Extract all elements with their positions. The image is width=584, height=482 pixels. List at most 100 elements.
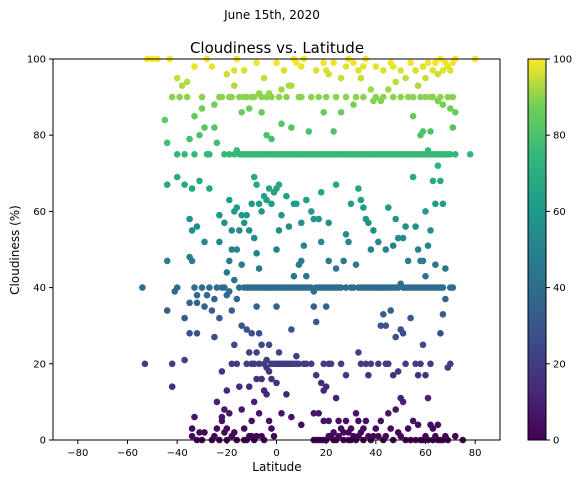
data-point <box>278 121 285 128</box>
figure-suptitle: June 15th, 2020 <box>223 8 320 22</box>
data-point <box>397 67 404 74</box>
data-point <box>380 67 387 74</box>
data-point <box>353 94 360 101</box>
data-point <box>291 273 298 280</box>
data-point <box>325 258 332 265</box>
data-point <box>176 94 183 101</box>
data-point <box>311 303 318 310</box>
data-point <box>365 372 372 379</box>
data-point <box>206 151 213 158</box>
data-point <box>340 258 347 265</box>
data-point <box>258 376 265 383</box>
y-axis-ticks: 020406080100 <box>27 55 53 447</box>
data-point <box>390 63 397 70</box>
data-point <box>313 372 320 379</box>
data-point <box>248 330 255 337</box>
data-point <box>442 296 449 303</box>
data-point <box>395 368 402 375</box>
data-point <box>229 94 236 101</box>
data-point <box>338 361 345 368</box>
data-point <box>241 67 248 74</box>
data-point <box>335 418 342 425</box>
data-point <box>246 383 253 390</box>
data-point <box>412 223 419 230</box>
data-point <box>276 94 283 101</box>
data-point <box>288 124 295 131</box>
data-point <box>437 178 444 185</box>
data-point <box>266 368 273 375</box>
points-layer <box>139 56 478 444</box>
data-point <box>365 220 372 227</box>
data-point <box>256 330 263 337</box>
data-point <box>343 418 350 425</box>
data-point <box>315 216 322 223</box>
data-point <box>191 284 198 291</box>
data-point <box>315 410 322 417</box>
data-point <box>194 300 201 307</box>
data-point <box>253 60 260 67</box>
data-point <box>298 94 305 101</box>
data-point <box>268 201 275 208</box>
x-tick-label: 40 <box>369 448 382 459</box>
data-point <box>288 414 295 421</box>
data-point <box>392 406 399 413</box>
data-point <box>214 140 221 147</box>
data-point <box>301 242 308 249</box>
data-point <box>293 201 300 208</box>
data-point <box>191 113 198 120</box>
data-point <box>415 372 422 379</box>
data-point <box>355 349 362 356</box>
data-point <box>278 86 285 93</box>
data-point <box>189 185 196 192</box>
data-point <box>206 284 213 291</box>
data-point <box>330 60 337 67</box>
data-point <box>283 391 290 398</box>
data-point <box>350 101 357 108</box>
data-point <box>415 82 422 89</box>
data-point <box>256 410 263 417</box>
data-point <box>343 63 350 70</box>
data-point <box>281 67 288 74</box>
data-point <box>216 212 223 219</box>
data-point <box>234 204 241 211</box>
y-tick-label: 100 <box>27 55 46 66</box>
data-point <box>400 330 407 337</box>
data-point <box>199 105 206 112</box>
data-point <box>184 79 191 86</box>
data-point <box>253 303 260 310</box>
data-point <box>226 197 233 204</box>
data-point <box>385 361 392 368</box>
data-point <box>246 227 253 234</box>
data-point <box>201 239 208 246</box>
data-point <box>422 273 429 280</box>
data-point <box>276 181 283 188</box>
data-point <box>258 109 265 116</box>
data-point <box>201 303 208 310</box>
data-point <box>251 174 258 181</box>
data-point <box>231 277 238 284</box>
data-point <box>273 246 280 253</box>
data-point <box>435 162 442 169</box>
data-point <box>229 307 236 314</box>
data-point <box>407 315 414 322</box>
data-point <box>405 425 412 432</box>
data-point <box>323 303 330 310</box>
data-point <box>246 349 253 356</box>
data-point <box>315 94 322 101</box>
data-point <box>437 330 444 337</box>
data-point <box>467 151 474 158</box>
data-point <box>330 128 337 135</box>
y-tick-label: 60 <box>33 207 46 218</box>
data-point <box>368 361 375 368</box>
data-point <box>415 246 422 253</box>
data-point <box>452 151 459 158</box>
data-point <box>440 201 447 208</box>
data-point <box>164 307 171 314</box>
data-point <box>268 425 275 432</box>
data-point <box>278 212 285 219</box>
data-point <box>318 239 325 246</box>
data-point <box>410 113 417 120</box>
data-point <box>412 67 419 74</box>
data-point <box>392 79 399 86</box>
data-point <box>420 128 427 135</box>
